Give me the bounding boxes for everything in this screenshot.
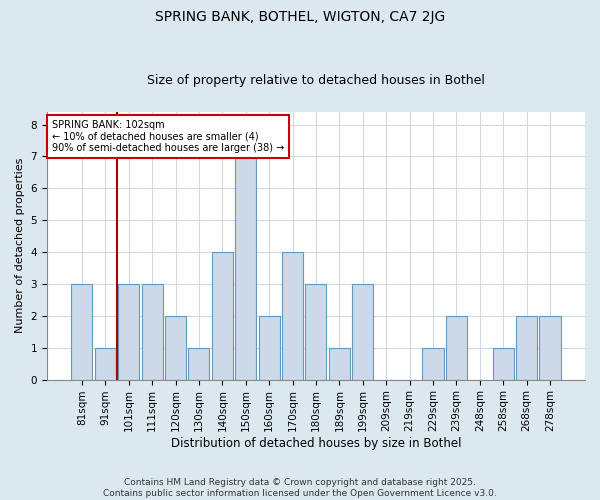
Bar: [352, 284, 373, 380]
Bar: [212, 252, 233, 380]
Bar: [516, 316, 537, 380]
Bar: [329, 348, 350, 380]
Bar: [188, 348, 209, 380]
Bar: [71, 284, 92, 380]
Bar: [235, 156, 256, 380]
Bar: [493, 348, 514, 380]
Bar: [446, 316, 467, 380]
Bar: [422, 348, 443, 380]
Bar: [118, 284, 139, 380]
Bar: [142, 284, 163, 380]
Title: Size of property relative to detached houses in Bothel: Size of property relative to detached ho…: [147, 74, 485, 87]
Bar: [305, 284, 326, 380]
Bar: [539, 316, 560, 380]
Text: Contains HM Land Registry data © Crown copyright and database right 2025.
Contai: Contains HM Land Registry data © Crown c…: [103, 478, 497, 498]
Bar: [282, 252, 303, 380]
Bar: [259, 316, 280, 380]
Bar: [95, 348, 116, 380]
X-axis label: Distribution of detached houses by size in Bothel: Distribution of detached houses by size …: [171, 437, 461, 450]
Text: SPRING BANK, BOTHEL, WIGTON, CA7 2JG: SPRING BANK, BOTHEL, WIGTON, CA7 2JG: [155, 10, 445, 24]
Bar: [165, 316, 186, 380]
Text: SPRING BANK: 102sqm
← 10% of detached houses are smaller (4)
90% of semi-detache: SPRING BANK: 102sqm ← 10% of detached ho…: [52, 120, 284, 153]
Y-axis label: Number of detached properties: Number of detached properties: [15, 158, 25, 334]
